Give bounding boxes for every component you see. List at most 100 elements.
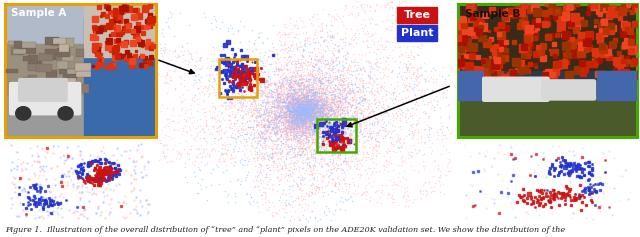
Point (284, 203, 294, 207)
Point (315, 85, 325, 88)
Point (284, 109, 294, 113)
Point (355, 95, 365, 99)
Point (314, 141, 324, 144)
Point (250, 134, 260, 137)
Point (249, 77, 259, 81)
Point (303, 100, 313, 104)
Point (390, 124, 400, 128)
Point (311, 104, 321, 108)
Point (321, 103, 332, 107)
Point (296, 102, 306, 106)
Point (315, 74, 325, 78)
Point (281, 157, 291, 161)
Point (321, 128, 332, 132)
Point (269, 82, 280, 86)
Point (472, 149, 482, 153)
Point (356, 96, 367, 100)
Point (283, 109, 293, 112)
Point (332, 17, 342, 21)
Point (305, 88, 316, 92)
Point (289, 73, 300, 77)
Point (308, 105, 318, 109)
Point (291, 97, 301, 101)
Point (408, 5, 418, 8)
Point (276, 99, 286, 103)
Point (269, 72, 279, 76)
Point (278, 55, 289, 59)
Point (301, 108, 312, 112)
Point (356, 99, 367, 103)
Point (294, 99, 305, 103)
Point (287, 114, 297, 118)
Point (164, 49, 174, 52)
Point (305, 193, 316, 197)
Point (311, 186, 321, 190)
Point (232, 76, 242, 79)
Point (269, 105, 279, 108)
Point (258, 41, 268, 45)
Point (303, 115, 313, 118)
Point (255, 115, 265, 119)
Point (316, 114, 326, 117)
Point (269, 139, 279, 143)
Point (294, 112, 305, 116)
Point (289, 118, 300, 122)
Point (248, 73, 259, 77)
Point (227, 156, 237, 160)
Point (272, 108, 282, 112)
Point (311, 103, 321, 106)
Point (267, 153, 277, 157)
Point (269, 101, 280, 105)
Point (262, 92, 272, 96)
Point (285, 89, 295, 93)
Point (291, 112, 301, 115)
Point (277, 83, 287, 87)
Point (233, 149, 243, 152)
Point (324, 81, 335, 84)
Point (394, 124, 404, 128)
Point (301, 107, 312, 110)
Point (343, 126, 353, 130)
Point (289, 112, 300, 116)
Point (291, 122, 301, 125)
Point (275, 195, 285, 199)
Point (320, 128, 330, 132)
Point (413, 53, 423, 57)
Point (308, 101, 318, 105)
Point (412, 69, 422, 73)
Point (287, 110, 297, 114)
Point (312, 150, 323, 154)
Point (319, 147, 329, 151)
Point (276, 93, 287, 96)
Point (242, 131, 252, 134)
Point (307, 94, 317, 98)
Point (415, 73, 426, 77)
Point (397, 195, 408, 199)
Point (305, 97, 315, 101)
Point (170, 128, 180, 132)
Point (300, 113, 310, 117)
Point (285, 156, 295, 160)
Point (292, 117, 302, 121)
Point (324, 104, 335, 107)
Point (295, 106, 305, 110)
Point (318, 54, 328, 58)
Point (396, 163, 406, 167)
Point (330, 70, 340, 73)
Point (307, 137, 317, 141)
Point (319, 122, 329, 125)
Point (280, 104, 291, 108)
Point (300, 104, 310, 108)
Point (370, 143, 380, 147)
Point (296, 105, 306, 109)
Point (176, 155, 186, 159)
Point (285, 101, 296, 105)
Point (300, 114, 310, 117)
Point (310, 116, 320, 119)
Point (309, 57, 319, 60)
Point (312, 17, 323, 20)
Point (263, 70, 273, 74)
Point (317, 106, 327, 110)
Point (275, 156, 285, 160)
Point (298, 123, 308, 127)
